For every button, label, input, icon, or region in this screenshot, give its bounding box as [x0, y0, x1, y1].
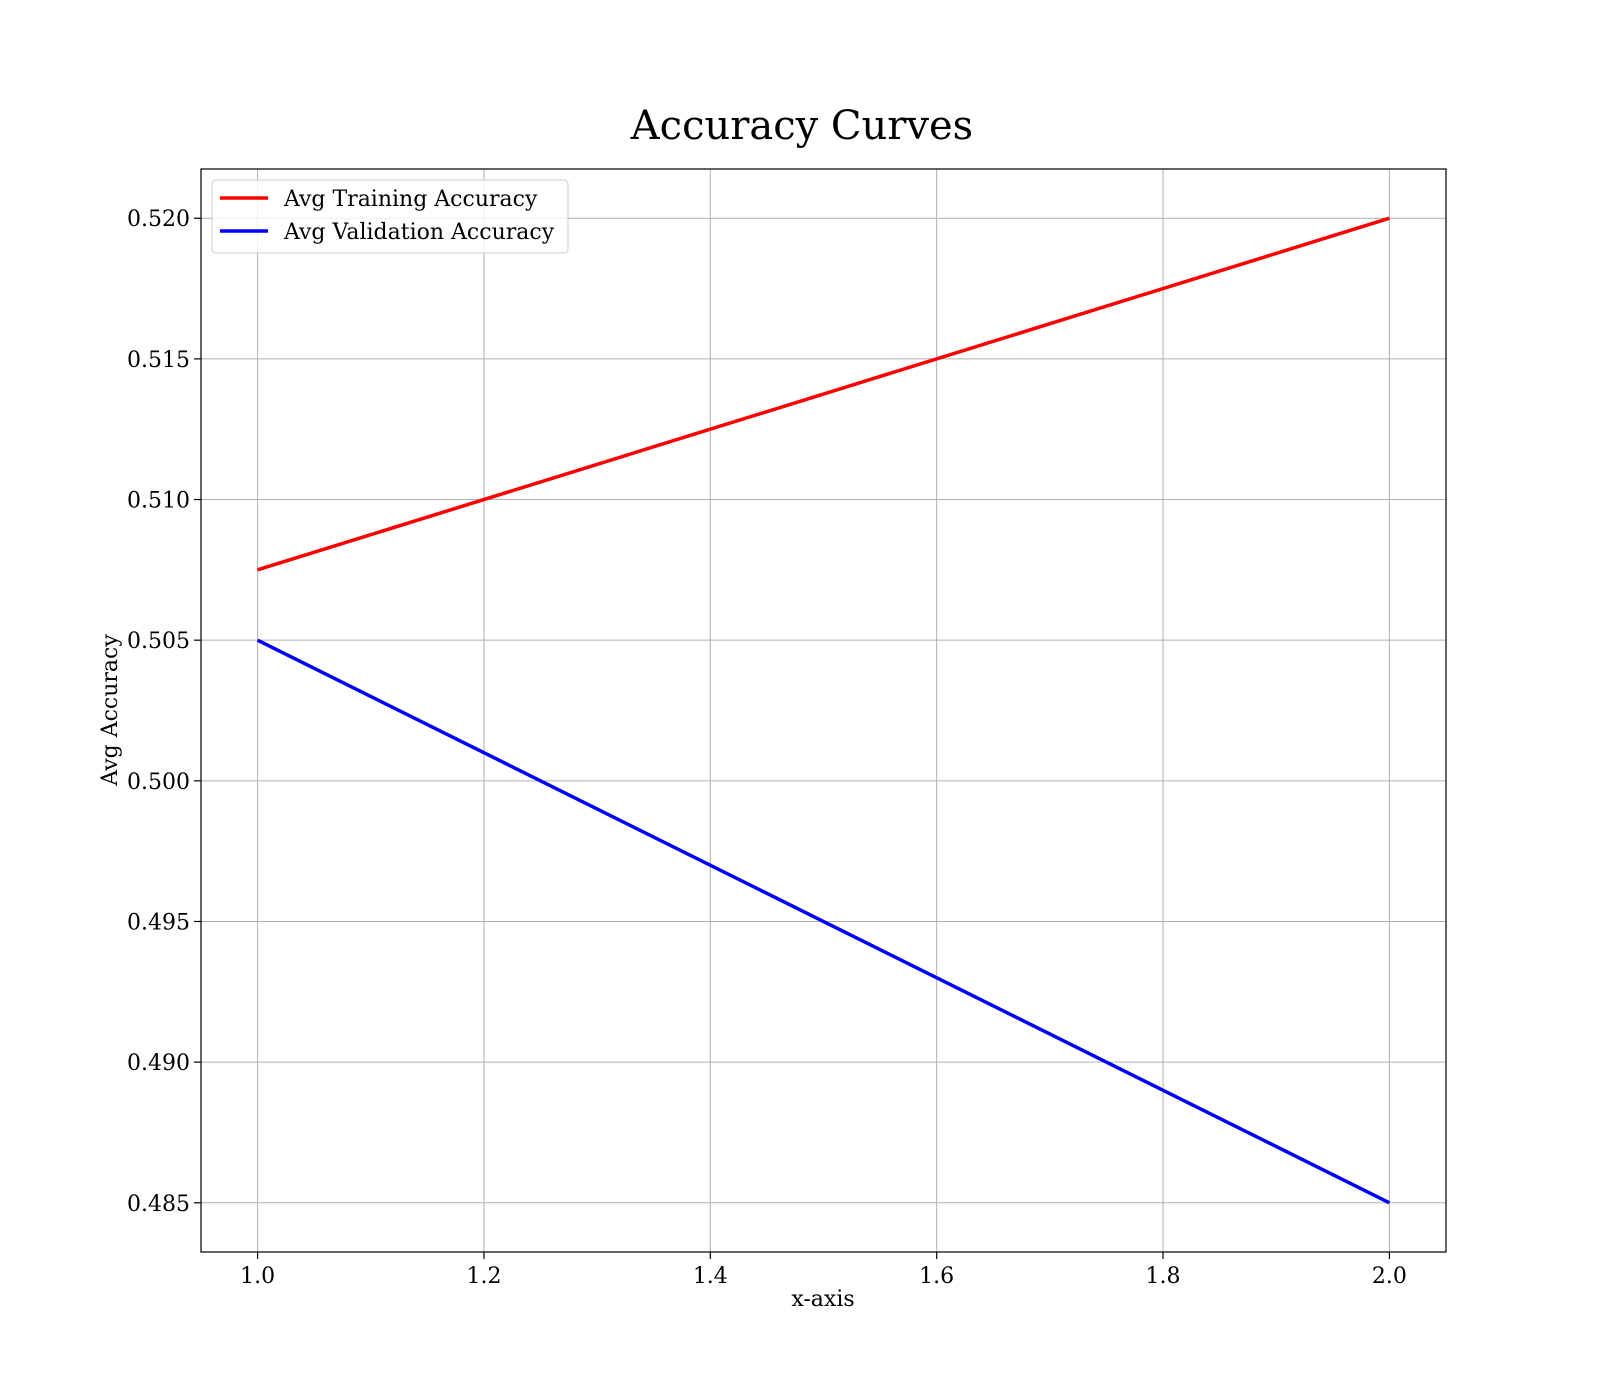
x-tick-label: 1.4 [693, 1264, 728, 1289]
legend-box [211, 179, 569, 254]
axis-ticks: 1.0 1.2 1.4 1.6 1.8 2.0 0.485 0.490 0.495 0.500 0.… [127, 207, 1407, 1289]
chart-title: Accuracy Curves [630, 103, 973, 149]
y-tick-label: 0.515 [127, 348, 190, 373]
y-tick-label: 0.505 [127, 629, 190, 654]
y-tick-label: 0.510 [127, 489, 190, 514]
series-lines [256, 216, 1391, 1205]
x-tick-label: 2.0 [1372, 1264, 1407, 1289]
y-tick-label: 0.500 [127, 770, 190, 795]
grid-lines [201, 169, 1446, 1252]
y-tick-label: 0.495 [127, 910, 190, 935]
y-axis-label: Avg Accuracy [98, 634, 123, 787]
training-accuracy-line [257, 216, 1390, 572]
x-tick-label: 1.0 [240, 1264, 275, 1289]
x-tick-label: 1.8 [1146, 1264, 1181, 1289]
validation-accuracy-line [256, 638, 1391, 1205]
legend-label-training: Avg Training Accuracy [283, 187, 538, 212]
x-tick-label: 1.2 [466, 1264, 501, 1289]
plot-area-frame [200, 168, 1447, 1253]
y-tick-label: 0.490 [127, 1051, 190, 1076]
legend-label-validation: Avg Validation Accuracy [283, 220, 555, 245]
y-tick-label: 0.485 [127, 1192, 190, 1217]
x-tick-label: 1.6 [919, 1264, 954, 1289]
y-tick-label: 0.520 [127, 207, 190, 232]
x-axis-label: x-axis [791, 1287, 854, 1312]
legend: Avg Training Accuracy Avg Validation Acc… [211, 179, 569, 254]
